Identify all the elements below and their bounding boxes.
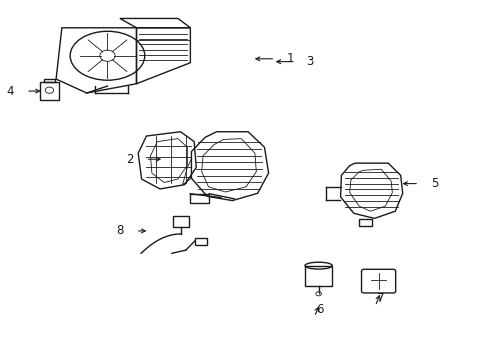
Bar xyxy=(305,266,331,286)
Bar xyxy=(44,79,55,82)
Text: 1: 1 xyxy=(286,52,294,65)
Bar xyxy=(190,194,209,203)
Text: 2: 2 xyxy=(126,153,134,166)
Text: 5: 5 xyxy=(430,177,437,190)
Text: 6: 6 xyxy=(316,303,323,316)
Bar xyxy=(194,238,206,245)
Text: 7: 7 xyxy=(377,292,384,305)
Text: 4: 4 xyxy=(7,85,14,98)
Text: 8: 8 xyxy=(117,224,124,238)
Bar xyxy=(40,82,59,100)
Text: 3: 3 xyxy=(306,55,313,68)
Bar xyxy=(172,216,189,226)
Bar xyxy=(358,220,371,226)
